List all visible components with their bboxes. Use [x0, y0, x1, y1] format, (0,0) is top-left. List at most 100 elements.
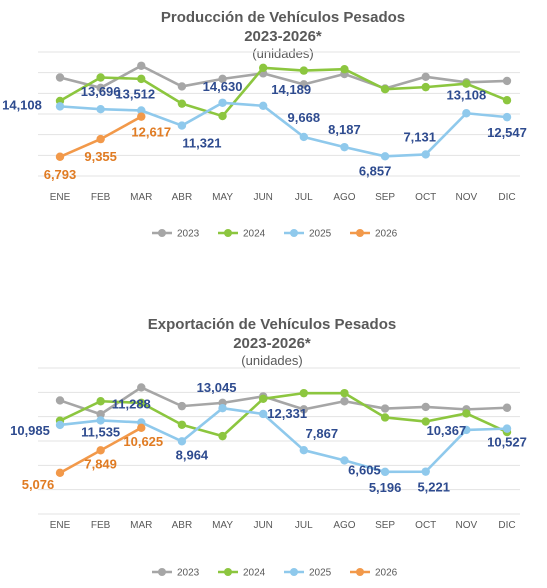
- point-2025-AGO: [340, 142, 349, 152]
- point-2023-DIC: [502, 403, 512, 412]
- series-line-2025: [59, 101, 508, 158]
- data-label-2026-ENE: 5,076: [22, 477, 55, 492]
- point-2025-SEP: [380, 152, 390, 161]
- legend-label-2024: 2024: [243, 568, 266, 579]
- point-2026-FEB: [96, 134, 105, 144]
- data-label-2025-MAY: 13,045: [197, 380, 237, 395]
- data-label-2025-OCT: 5,221: [417, 480, 450, 495]
- point-2025-SEP: [380, 467, 390, 477]
- legend-label-2026: 2026: [375, 229, 398, 240]
- x-tick-label: JUL: [295, 192, 313, 203]
- data-label-2026-FEB: 9,355: [84, 149, 117, 164]
- data-label-2025-NOV: 10,367: [426, 423, 466, 438]
- x-tick-label: MAR: [130, 192, 152, 203]
- x-tick-label: SEP: [375, 192, 395, 203]
- x-tick-label: OCT: [415, 192, 436, 203]
- point-2024-NOV: [462, 409, 471, 418]
- point-2025-ENE: [55, 102, 65, 111]
- series-line-2024: [59, 391, 508, 438]
- data-label-2025-ABR: 8,964: [176, 447, 209, 462]
- point-2024-JUN: [258, 63, 268, 73]
- point-2025-DIC: [502, 424, 512, 433]
- data-label-2025-JUL: 7,867: [306, 426, 339, 441]
- point-2025-JUN: [258, 101, 268, 111]
- data-label-2025-OCT: 7,131: [403, 129, 436, 144]
- series-line-2023: [59, 64, 508, 90]
- point-2025-FEB: [96, 416, 105, 425]
- x-tick-label: SEP: [375, 520, 395, 531]
- x-tick-label: ENE: [50, 520, 71, 531]
- x-tick-label: FEB: [91, 520, 111, 531]
- legend-marker-2024: [224, 568, 232, 576]
- legend-marker-2023: [158, 229, 166, 237]
- data-label-2025-SEP: 6,857: [359, 163, 392, 178]
- data-label-2025-JUL: 9,668: [288, 110, 321, 125]
- point-2024-MAY: [218, 431, 227, 441]
- data-label-2025-AGO: 6,605: [348, 462, 381, 477]
- series-line-2023: [59, 386, 508, 416]
- data-label-2026-MAR: 10,625: [123, 434, 163, 449]
- data-label-2025-FEB: 11,535: [81, 424, 120, 439]
- point-2024-JUN: [258, 394, 268, 404]
- point-2025-MAY: [218, 98, 227, 107]
- x-tick-label: ABR: [172, 192, 193, 203]
- export-chart: Exportación de Vehículos Pesados 2023-20…: [10, 316, 527, 579]
- chart-subtitle: 2023-2026*: [244, 28, 322, 45]
- production-chart: Producción de Vehículos Pesados 2023-202…: [2, 9, 527, 240]
- point-2024-MAR: [137, 398, 146, 408]
- point-2025-ENE: [55, 420, 65, 430]
- point-2026-MAR: [137, 112, 146, 121]
- legend-marker-2025: [290, 229, 298, 237]
- point-2026-FEB: [96, 446, 105, 455]
- point-2026-ENE: [55, 468, 65, 478]
- x-tick-label: FEB: [91, 192, 111, 203]
- point-2024-ABR: [177, 99, 187, 108]
- x-tick-label: JUN: [253, 192, 272, 203]
- legend-label-2025: 2025: [309, 229, 332, 240]
- data-label-2025-JUN: 14,189: [271, 82, 311, 97]
- x-tick-label: DIC: [498, 192, 515, 203]
- series-line-2025: [59, 406, 508, 474]
- point-2023-OCT: [421, 402, 430, 412]
- point-2023-ENE: [55, 73, 65, 82]
- point-2025-OCT: [421, 150, 430, 159]
- legend-label-2024: 2024: [243, 229, 266, 240]
- data-label-2025-JUN: 12,331: [267, 406, 307, 421]
- legend-marker-2026: [356, 568, 364, 576]
- data-label-2026-MAR: 12,617: [131, 125, 171, 140]
- point-2024-DIC: [502, 96, 512, 105]
- chart-subtitle: 2023-2026*: [233, 335, 311, 352]
- point-2025-NOV: [462, 425, 471, 435]
- data-label-2025-ABR: 11,321: [182, 136, 221, 151]
- legend-label-2023: 2023: [177, 568, 200, 579]
- x-tick-label: ABR: [172, 520, 193, 531]
- data-label-2025-ENE: 14,108: [2, 97, 42, 112]
- x-tick-label: JUN: [253, 520, 272, 531]
- series-line-2024: [59, 66, 508, 118]
- x-tick-label: NOV: [456, 520, 478, 531]
- data-label-2026-ENE: 6,793: [44, 167, 77, 182]
- point-2025-MAY: [218, 403, 227, 413]
- data-label-2025-AGO: 8,187: [328, 122, 361, 137]
- point-2025-JUL: [299, 132, 309, 142]
- point-2023-JUL: [299, 80, 309, 89]
- chart-title: Producción de Vehículos Pesados: [161, 9, 405, 26]
- point-2024-JUL: [299, 66, 309, 75]
- point-2025-ABR: [177, 121, 187, 130]
- x-tick-label: DIC: [498, 520, 515, 531]
- production-chart-panel: Producción de Vehículos Pesados 2023-202…: [0, 0, 547, 290]
- x-tick-label: AGO: [333, 520, 355, 531]
- point-2023-ABR: [177, 82, 187, 91]
- point-2025-JUN: [258, 409, 268, 419]
- point-2024-ABR: [177, 420, 187, 429]
- point-2023-OCT: [421, 72, 430, 82]
- point-2023-MAR: [137, 383, 146, 392]
- point-2024-FEB: [96, 73, 105, 82]
- point-2023-ABR: [177, 401, 187, 411]
- point-2023-JUL: [299, 405, 309, 414]
- point-2025-ABR: [177, 437, 187, 446]
- point-2024-MAR: [137, 74, 146, 84]
- point-2024-OCT: [421, 417, 430, 426]
- point-2024-SEP: [380, 85, 390, 94]
- x-tick-label: AGO: [333, 192, 355, 203]
